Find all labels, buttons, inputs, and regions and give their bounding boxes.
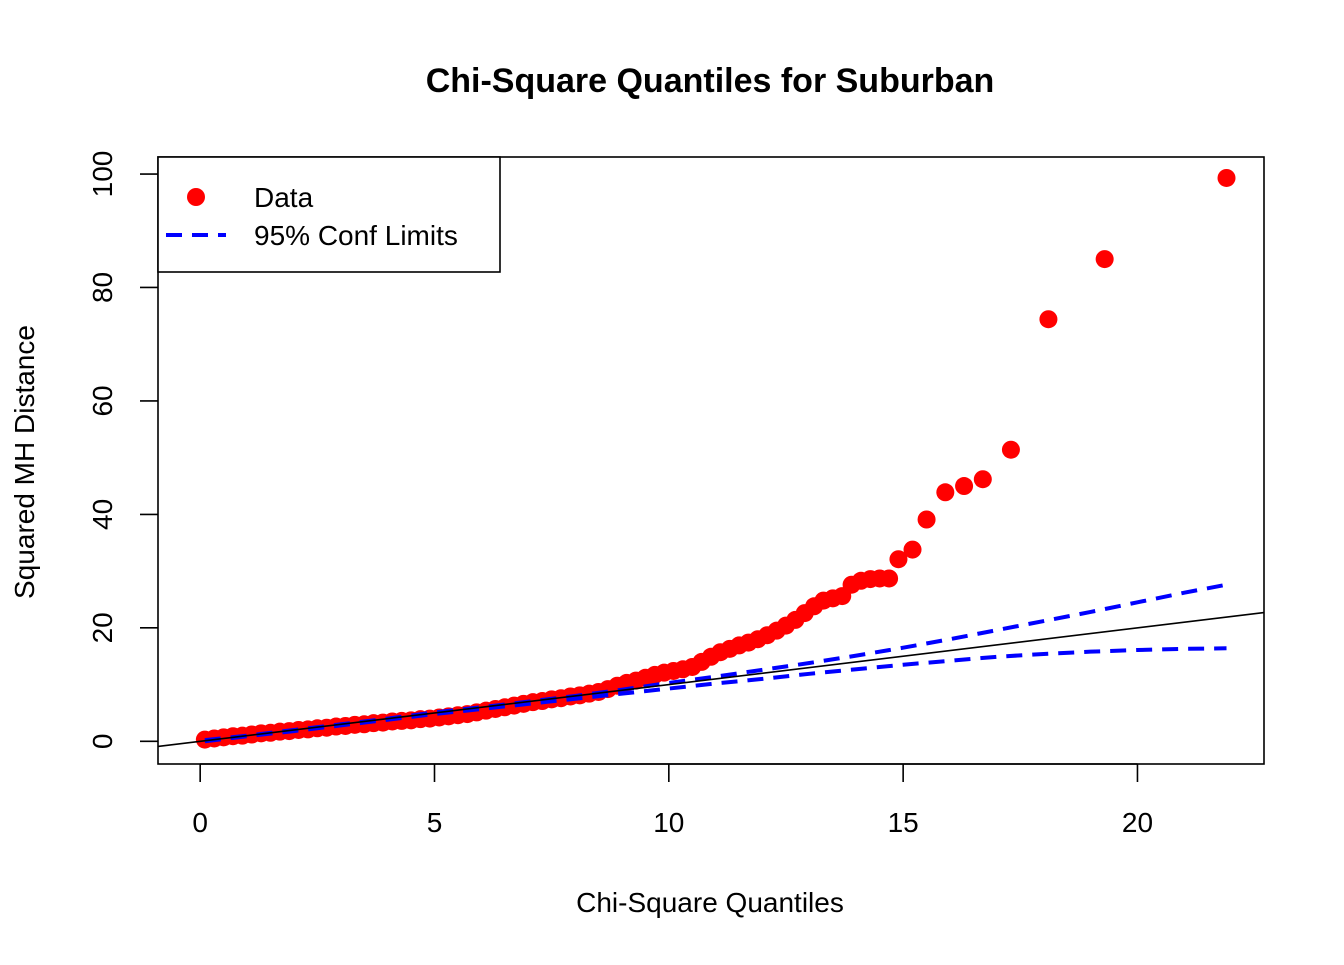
reference-line bbox=[158, 611, 1264, 748]
x-tick-label: 0 bbox=[192, 807, 208, 838]
plot-area bbox=[158, 168, 1264, 749]
conf-limit-line bbox=[204, 646, 1227, 744]
legend-label: Data bbox=[254, 182, 314, 213]
data-point bbox=[1039, 310, 1058, 329]
legend: Data 95% Conf Limits bbox=[157, 156, 501, 273]
x-tick-label: 10 bbox=[653, 807, 684, 838]
data-point bbox=[903, 540, 922, 559]
x-tick-label: 5 bbox=[427, 807, 443, 838]
data-point bbox=[880, 569, 899, 588]
legend-marker-data bbox=[187, 188, 205, 206]
y-axis-label: Squared MH Distance bbox=[9, 325, 40, 599]
x-axis-label: Chi-Square Quantiles bbox=[576, 887, 844, 918]
y-tick-label: 0 bbox=[87, 734, 118, 750]
data-point bbox=[917, 510, 936, 529]
chart-title: Chi-Square Quantiles for Suburban bbox=[426, 62, 995, 100]
y-tick-label: 80 bbox=[87, 272, 118, 303]
data-point bbox=[936, 483, 955, 502]
data-point bbox=[1217, 168, 1236, 187]
data-point bbox=[955, 477, 974, 496]
data-point bbox=[1001, 440, 1020, 459]
y-tick-label: 20 bbox=[87, 612, 118, 643]
legend-box bbox=[157, 156, 501, 273]
x-tick-label: 15 bbox=[888, 807, 919, 838]
axes: 0 5 10 15 20 0 20 40 60 80 100 bbox=[87, 151, 1265, 838]
x-tick-label: 20 bbox=[1122, 807, 1153, 838]
legend-label: 95% Conf Limits bbox=[254, 220, 458, 251]
data-point bbox=[1095, 250, 1114, 269]
data-point bbox=[889, 550, 908, 569]
y-tick-label: 100 bbox=[87, 151, 118, 198]
data-point bbox=[973, 470, 992, 489]
y-tick-label: 40 bbox=[87, 499, 118, 530]
y-tick-label: 60 bbox=[87, 385, 118, 416]
